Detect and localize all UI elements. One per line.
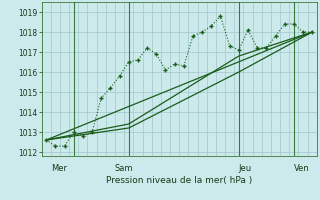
Text: Pression niveau de la mer( hPa ): Pression niveau de la mer( hPa ) [106,176,252,185]
Text: Sam: Sam [115,164,133,173]
Text: Ven: Ven [294,164,310,173]
Text: Jeu: Jeu [239,164,252,173]
Text: Mer: Mer [51,164,67,173]
